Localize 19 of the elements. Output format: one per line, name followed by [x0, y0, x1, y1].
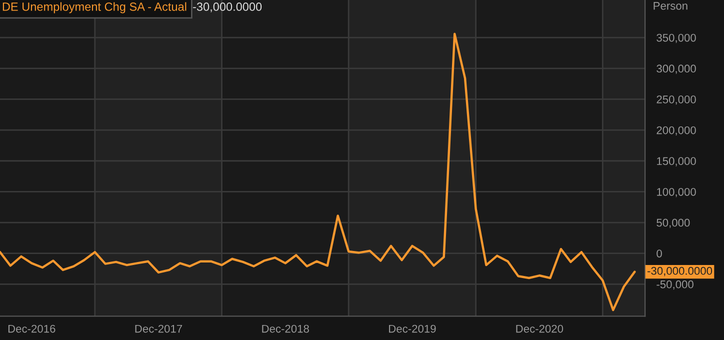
line-series	[0, 32, 636, 312]
y-tick-label: 300,000	[656, 64, 696, 74]
y-tick-label: 100,000	[657, 188, 696, 198]
x-tick-label: Dec-2017	[135, 324, 182, 333]
y-tick-label: 350,000	[656, 34, 696, 44]
y-tick-label: 250,000	[656, 96, 696, 105]
x-tick-label: Dec-2019	[389, 324, 436, 333]
text: DE Unemployment Chg SA - Actual	[2, 2, 186, 14]
y-axis-title: Person	[654, 2, 688, 10]
y-tick-label: 200,000	[656, 126, 696, 136]
y-tick-label: 0	[656, 250, 662, 258]
annotation: -30,000.0000	[648, 266, 712, 276]
y-tick-label: 50,000	[656, 218, 690, 228]
x-tick-label: Dec-2018	[262, 324, 309, 333]
y-tick-label: 150,000	[657, 157, 696, 166]
x-tick-label: Dec-2016	[8, 324, 56, 333]
x-tick-label: Dec-2020	[516, 324, 564, 333]
y-tick-label: -50,000	[656, 280, 694, 290]
annotation: -30,000.0000	[193, 2, 262, 12]
